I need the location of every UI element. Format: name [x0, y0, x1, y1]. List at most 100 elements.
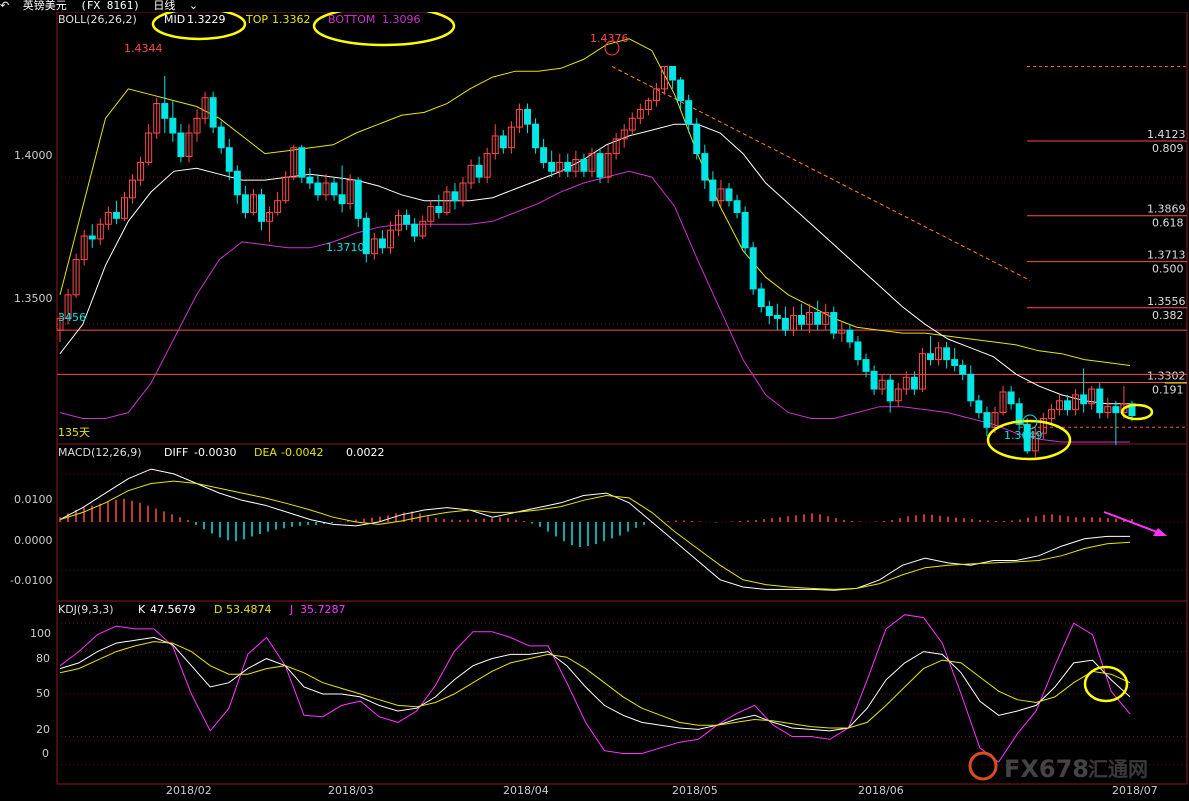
candle	[459, 177, 467, 207]
candle-body	[185, 132, 193, 158]
candle	[64, 288, 72, 325]
candlesticks	[56, 65, 1136, 457]
kdj-d-line	[59, 641, 1131, 729]
candle	[161, 75, 169, 133]
highlight-ellipse	[1120, 403, 1154, 421]
candle	[741, 206, 749, 254]
boll-bottom-value: 1.3096	[382, 13, 421, 26]
candle	[749, 241, 757, 295]
candle	[1007, 386, 1015, 410]
back-arrow-icon[interactable]: ↶	[0, 0, 10, 12]
candle-body	[346, 179, 354, 205]
candle-body	[274, 200, 282, 213]
candle	[249, 188, 257, 216]
candle-body	[709, 179, 717, 202]
boll-bottom-line	[59, 170, 1130, 443]
candle-body	[846, 329, 854, 343]
chevron-down-icon[interactable]: ⌄	[185, 0, 199, 12]
candle	[354, 177, 362, 228]
candle-body	[354, 179, 362, 219]
candle	[88, 224, 96, 248]
candle	[1072, 389, 1080, 416]
candle	[411, 218, 419, 242]
candle-body	[419, 220, 427, 237]
low-label-2: 1.3649	[1004, 429, 1043, 442]
candle	[862, 353, 870, 378]
candle	[72, 253, 80, 298]
candle-body	[540, 147, 548, 163]
candle	[1015, 397, 1023, 431]
candle	[935, 341, 943, 366]
candle-body	[233, 170, 241, 196]
candle-body	[652, 88, 660, 102]
boll-top-value: 1.3362	[272, 13, 311, 26]
kdj-tick-50: 50	[36, 687, 50, 700]
candle	[983, 406, 991, 437]
candle-body	[298, 147, 306, 178]
candle	[362, 212, 370, 263]
candle	[1096, 383, 1104, 419]
period-selector[interactable]: 日线 ⌄	[153, 0, 208, 12]
candle-body	[999, 391, 1007, 414]
candle-body	[596, 153, 604, 178]
candle-body	[1112, 406, 1120, 414]
boll-label: BOLL(26,26,2)	[58, 13, 137, 26]
candle-body	[120, 197, 128, 219]
candle	[588, 147, 596, 178]
kdj-panel	[59, 614, 1131, 763]
candle	[104, 206, 112, 231]
kdj-j-name: J	[289, 603, 293, 616]
candle-body	[806, 312, 814, 325]
fib-price-label: 1.3713	[1147, 249, 1186, 262]
candle-body	[1055, 400, 1063, 411]
candle	[403, 209, 411, 231]
candle	[266, 206, 274, 242]
macd-tick-2: 0.0000	[14, 534, 53, 547]
candle-body	[201, 97, 209, 119]
candle-body	[64, 294, 72, 319]
outer-frame	[56, 12, 1188, 785]
high-label-1: 1.4344	[124, 42, 163, 55]
candle-body	[153, 103, 161, 134]
candle	[781, 306, 789, 337]
candle	[532, 118, 540, 154]
candle	[564, 153, 572, 178]
candle-body	[572, 158, 580, 172]
candle	[451, 183, 459, 210]
candle	[290, 144, 298, 181]
candle	[757, 283, 765, 313]
boll-mid-value: 1.3229	[187, 13, 226, 26]
candle	[838, 321, 846, 342]
candle	[225, 138, 233, 181]
candle	[926, 336, 934, 366]
candle	[612, 133, 620, 160]
candle	[1080, 368, 1088, 413]
candle	[894, 383, 902, 407]
high-marker-circle	[604, 40, 620, 56]
fib-price-label: 1.3869	[1147, 203, 1186, 216]
period-label: 日线	[153, 0, 176, 12]
macd-tick-1: 0.0100	[14, 493, 53, 506]
fib-ratio-label: 0.618	[1152, 217, 1184, 230]
candle	[999, 386, 1007, 416]
candle	[725, 183, 733, 207]
candle-body	[814, 312, 822, 325]
candle-body	[556, 161, 564, 172]
candle	[918, 347, 926, 392]
symbol-name: 英镑美元	[22, 0, 67, 12]
candle-body	[56, 317, 64, 331]
candle-body	[733, 200, 741, 213]
candle	[258, 188, 266, 231]
candle	[628, 112, 636, 136]
candle-body	[967, 373, 975, 402]
symbol-code: (FX 8161)	[80, 0, 140, 12]
candle	[298, 144, 306, 184]
macd-dea-value: -0.0042	[281, 446, 323, 459]
candle-body	[217, 126, 225, 149]
candle-body	[798, 314, 806, 325]
candle-body	[338, 194, 346, 205]
candle	[548, 150, 556, 178]
candle-body	[983, 412, 991, 428]
candle-body	[717, 188, 725, 202]
candle	[830, 306, 838, 339]
